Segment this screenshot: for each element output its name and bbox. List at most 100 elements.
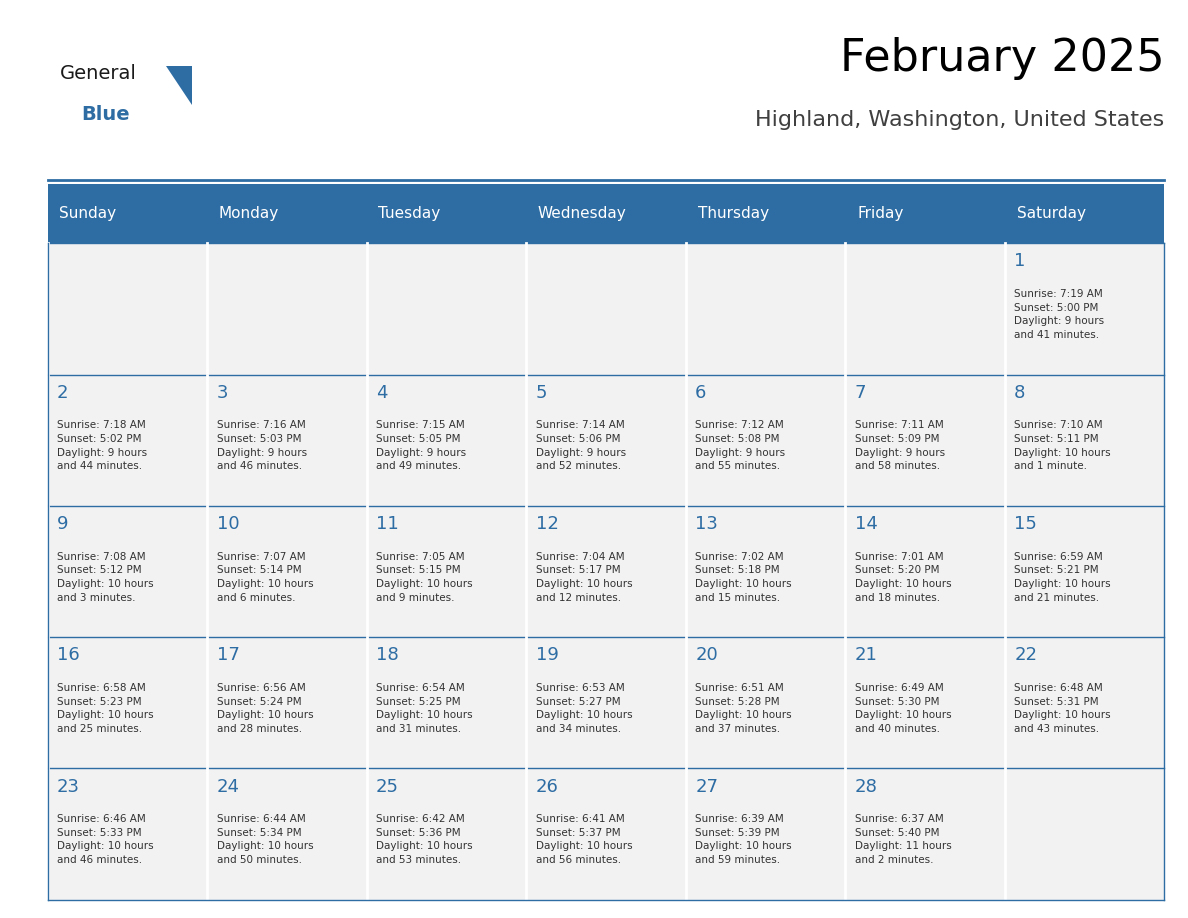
- Bar: [685, 243, 845, 375]
- Bar: [685, 184, 845, 243]
- Text: Sunrise: 6:48 AM
Sunset: 5:31 PM
Daylight: 10 hours
and 43 minutes.: Sunrise: 6:48 AM Sunset: 5:31 PM Dayligh…: [1015, 683, 1111, 733]
- Bar: [48, 184, 207, 243]
- Text: Sunrise: 6:49 AM
Sunset: 5:30 PM
Daylight: 10 hours
and 40 minutes.: Sunrise: 6:49 AM Sunset: 5:30 PM Dayligh…: [854, 683, 952, 733]
- Bar: [48, 243, 207, 375]
- Text: 17: 17: [216, 646, 240, 665]
- Bar: [1005, 637, 1164, 768]
- Text: 27: 27: [695, 778, 719, 796]
- Text: Sunrise: 6:41 AM
Sunset: 5:37 PM
Daylight: 10 hours
and 56 minutes.: Sunrise: 6:41 AM Sunset: 5:37 PM Dayligh…: [536, 814, 632, 865]
- Text: 12: 12: [536, 515, 558, 533]
- Text: Saturday: Saturday: [1017, 206, 1086, 221]
- Bar: [367, 243, 526, 375]
- Text: Sunrise: 7:11 AM
Sunset: 5:09 PM
Daylight: 9 hours
and 58 minutes.: Sunrise: 7:11 AM Sunset: 5:09 PM Dayligh…: [854, 420, 944, 471]
- Text: Sunrise: 7:08 AM
Sunset: 5:12 PM
Daylight: 10 hours
and 3 minutes.: Sunrise: 7:08 AM Sunset: 5:12 PM Dayligh…: [57, 552, 153, 602]
- Text: 19: 19: [536, 646, 558, 665]
- Text: 7: 7: [854, 384, 866, 402]
- Text: Highland, Washington, United States: Highland, Washington, United States: [756, 110, 1164, 130]
- Text: Sunrise: 7:01 AM
Sunset: 5:20 PM
Daylight: 10 hours
and 18 minutes.: Sunrise: 7:01 AM Sunset: 5:20 PM Dayligh…: [854, 552, 952, 602]
- Bar: [367, 768, 526, 900]
- Bar: [367, 184, 526, 243]
- Text: 20: 20: [695, 646, 718, 665]
- Text: 18: 18: [377, 646, 399, 665]
- Text: Sunrise: 6:56 AM
Sunset: 5:24 PM
Daylight: 10 hours
and 28 minutes.: Sunrise: 6:56 AM Sunset: 5:24 PM Dayligh…: [216, 683, 314, 733]
- Text: Sunrise: 6:51 AM
Sunset: 5:28 PM
Daylight: 10 hours
and 37 minutes.: Sunrise: 6:51 AM Sunset: 5:28 PM Dayligh…: [695, 683, 791, 733]
- Bar: [845, 506, 1005, 637]
- Text: 13: 13: [695, 515, 718, 533]
- Text: Wednesday: Wednesday: [538, 206, 627, 221]
- Bar: [48, 375, 207, 506]
- Bar: [526, 184, 685, 243]
- Text: 10: 10: [216, 515, 239, 533]
- Text: Blue: Blue: [81, 105, 129, 124]
- Bar: [845, 243, 1005, 375]
- Bar: [685, 375, 845, 506]
- Text: 24: 24: [216, 778, 240, 796]
- Text: Sunrise: 7:02 AM
Sunset: 5:18 PM
Daylight: 10 hours
and 15 minutes.: Sunrise: 7:02 AM Sunset: 5:18 PM Dayligh…: [695, 552, 791, 602]
- Bar: [845, 375, 1005, 506]
- Text: Friday: Friday: [857, 206, 903, 221]
- Bar: [1005, 243, 1164, 375]
- Bar: [685, 768, 845, 900]
- Text: Sunrise: 6:54 AM
Sunset: 5:25 PM
Daylight: 10 hours
and 31 minutes.: Sunrise: 6:54 AM Sunset: 5:25 PM Dayligh…: [377, 683, 473, 733]
- Bar: [48, 768, 207, 900]
- Text: Sunrise: 6:59 AM
Sunset: 5:21 PM
Daylight: 10 hours
and 21 minutes.: Sunrise: 6:59 AM Sunset: 5:21 PM Dayligh…: [1015, 552, 1111, 602]
- Bar: [526, 375, 685, 506]
- Bar: [845, 184, 1005, 243]
- Bar: [1005, 375, 1164, 506]
- Text: 11: 11: [377, 515, 399, 533]
- Bar: [207, 375, 367, 506]
- Bar: [367, 637, 526, 768]
- Text: General: General: [59, 64, 137, 84]
- Text: Sunrise: 7:10 AM
Sunset: 5:11 PM
Daylight: 10 hours
and 1 minute.: Sunrise: 7:10 AM Sunset: 5:11 PM Dayligh…: [1015, 420, 1111, 471]
- Text: 25: 25: [377, 778, 399, 796]
- Bar: [367, 375, 526, 506]
- Text: 16: 16: [57, 646, 80, 665]
- Text: 3: 3: [216, 384, 228, 402]
- Bar: [526, 243, 685, 375]
- Bar: [1005, 768, 1164, 900]
- Text: 4: 4: [377, 384, 387, 402]
- Text: Sunrise: 7:15 AM
Sunset: 5:05 PM
Daylight: 9 hours
and 49 minutes.: Sunrise: 7:15 AM Sunset: 5:05 PM Dayligh…: [377, 420, 466, 471]
- Text: 26: 26: [536, 778, 558, 796]
- Polygon shape: [166, 66, 192, 105]
- Text: Sunday: Sunday: [59, 206, 116, 221]
- Text: 15: 15: [1015, 515, 1037, 533]
- Bar: [845, 768, 1005, 900]
- Bar: [526, 506, 685, 637]
- Text: Sunrise: 7:04 AM
Sunset: 5:17 PM
Daylight: 10 hours
and 12 minutes.: Sunrise: 7:04 AM Sunset: 5:17 PM Dayligh…: [536, 552, 632, 602]
- Bar: [207, 637, 367, 768]
- Text: 28: 28: [854, 778, 878, 796]
- Text: 14: 14: [854, 515, 878, 533]
- Text: Sunrise: 6:53 AM
Sunset: 5:27 PM
Daylight: 10 hours
and 34 minutes.: Sunrise: 6:53 AM Sunset: 5:27 PM Dayligh…: [536, 683, 632, 733]
- Bar: [685, 506, 845, 637]
- Text: Sunrise: 6:46 AM
Sunset: 5:33 PM
Daylight: 10 hours
and 46 minutes.: Sunrise: 6:46 AM Sunset: 5:33 PM Dayligh…: [57, 814, 153, 865]
- Text: Sunrise: 6:58 AM
Sunset: 5:23 PM
Daylight: 10 hours
and 25 minutes.: Sunrise: 6:58 AM Sunset: 5:23 PM Dayligh…: [57, 683, 153, 733]
- Bar: [207, 768, 367, 900]
- Text: Sunrise: 6:44 AM
Sunset: 5:34 PM
Daylight: 10 hours
and 50 minutes.: Sunrise: 6:44 AM Sunset: 5:34 PM Dayligh…: [216, 814, 314, 865]
- Text: Thursday: Thursday: [697, 206, 769, 221]
- Bar: [526, 637, 685, 768]
- Bar: [207, 506, 367, 637]
- Text: Sunrise: 7:07 AM
Sunset: 5:14 PM
Daylight: 10 hours
and 6 minutes.: Sunrise: 7:07 AM Sunset: 5:14 PM Dayligh…: [216, 552, 314, 602]
- Bar: [367, 506, 526, 637]
- Text: 23: 23: [57, 778, 80, 796]
- Bar: [845, 637, 1005, 768]
- Text: Sunrise: 6:39 AM
Sunset: 5:39 PM
Daylight: 10 hours
and 59 minutes.: Sunrise: 6:39 AM Sunset: 5:39 PM Dayligh…: [695, 814, 791, 865]
- Bar: [48, 637, 207, 768]
- Text: 6: 6: [695, 384, 707, 402]
- Text: Monday: Monday: [219, 206, 279, 221]
- Text: 21: 21: [854, 646, 878, 665]
- Text: Sunrise: 7:05 AM
Sunset: 5:15 PM
Daylight: 10 hours
and 9 minutes.: Sunrise: 7:05 AM Sunset: 5:15 PM Dayligh…: [377, 552, 473, 602]
- Bar: [685, 637, 845, 768]
- Text: Sunrise: 7:12 AM
Sunset: 5:08 PM
Daylight: 9 hours
and 55 minutes.: Sunrise: 7:12 AM Sunset: 5:08 PM Dayligh…: [695, 420, 785, 471]
- Text: 22: 22: [1015, 646, 1037, 665]
- Text: 5: 5: [536, 384, 548, 402]
- Bar: [1005, 184, 1164, 243]
- Bar: [1005, 506, 1164, 637]
- Text: 8: 8: [1015, 384, 1025, 402]
- Text: February 2025: February 2025: [840, 37, 1164, 80]
- Text: Sunrise: 6:37 AM
Sunset: 5:40 PM
Daylight: 11 hours
and 2 minutes.: Sunrise: 6:37 AM Sunset: 5:40 PM Dayligh…: [854, 814, 952, 865]
- Bar: [207, 184, 367, 243]
- Text: Tuesday: Tuesday: [379, 206, 441, 221]
- Text: Sunrise: 7:14 AM
Sunset: 5:06 PM
Daylight: 9 hours
and 52 minutes.: Sunrise: 7:14 AM Sunset: 5:06 PM Dayligh…: [536, 420, 626, 471]
